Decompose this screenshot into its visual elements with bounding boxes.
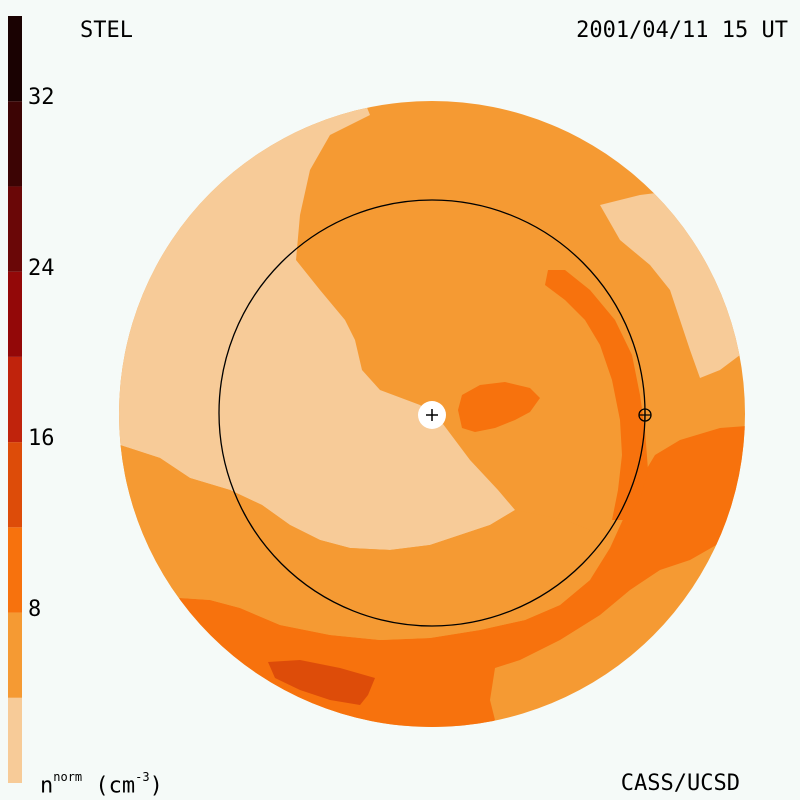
units-exp: -3 [135,769,150,784]
colorbar-tick-label: 16 [28,426,55,452]
timestamp-label: 2001/04/11 15 UT [576,18,788,43]
colorbar-segment [8,442,22,528]
colorbar-tick-label: 32 [28,85,55,111]
colorbar-segment [8,527,22,613]
colorbar-segment [8,16,22,102]
sun-marker [418,401,446,429]
colorbar-segment [8,612,22,698]
colorbar-segment [8,697,22,783]
peak-density-region [268,660,375,705]
earth-marker [638,408,652,422]
colorbar-segment [8,186,22,272]
units-label: nnorm (cm-3) [40,769,163,798]
colorbar [8,16,22,783]
colorbar-segment [8,356,22,443]
low-density-region-west [119,101,515,550]
units-sup: norm [53,769,83,784]
units-close: ) [149,773,163,798]
colorbar-segment [8,271,22,357]
colorbar-tick-label: 8 [28,596,42,622]
units-main: n [40,773,54,798]
mid-density-band-south [119,440,605,640]
high-density-arc-east [545,270,648,520]
colorbar-segment [8,101,22,187]
credit-label: CASS/UCSD [620,771,740,796]
observatory-label: STEL [80,18,133,43]
colorbar-tick-label: 24 [28,255,55,281]
high-density-blob-center [458,382,540,432]
units-rest: (cm [82,773,136,798]
